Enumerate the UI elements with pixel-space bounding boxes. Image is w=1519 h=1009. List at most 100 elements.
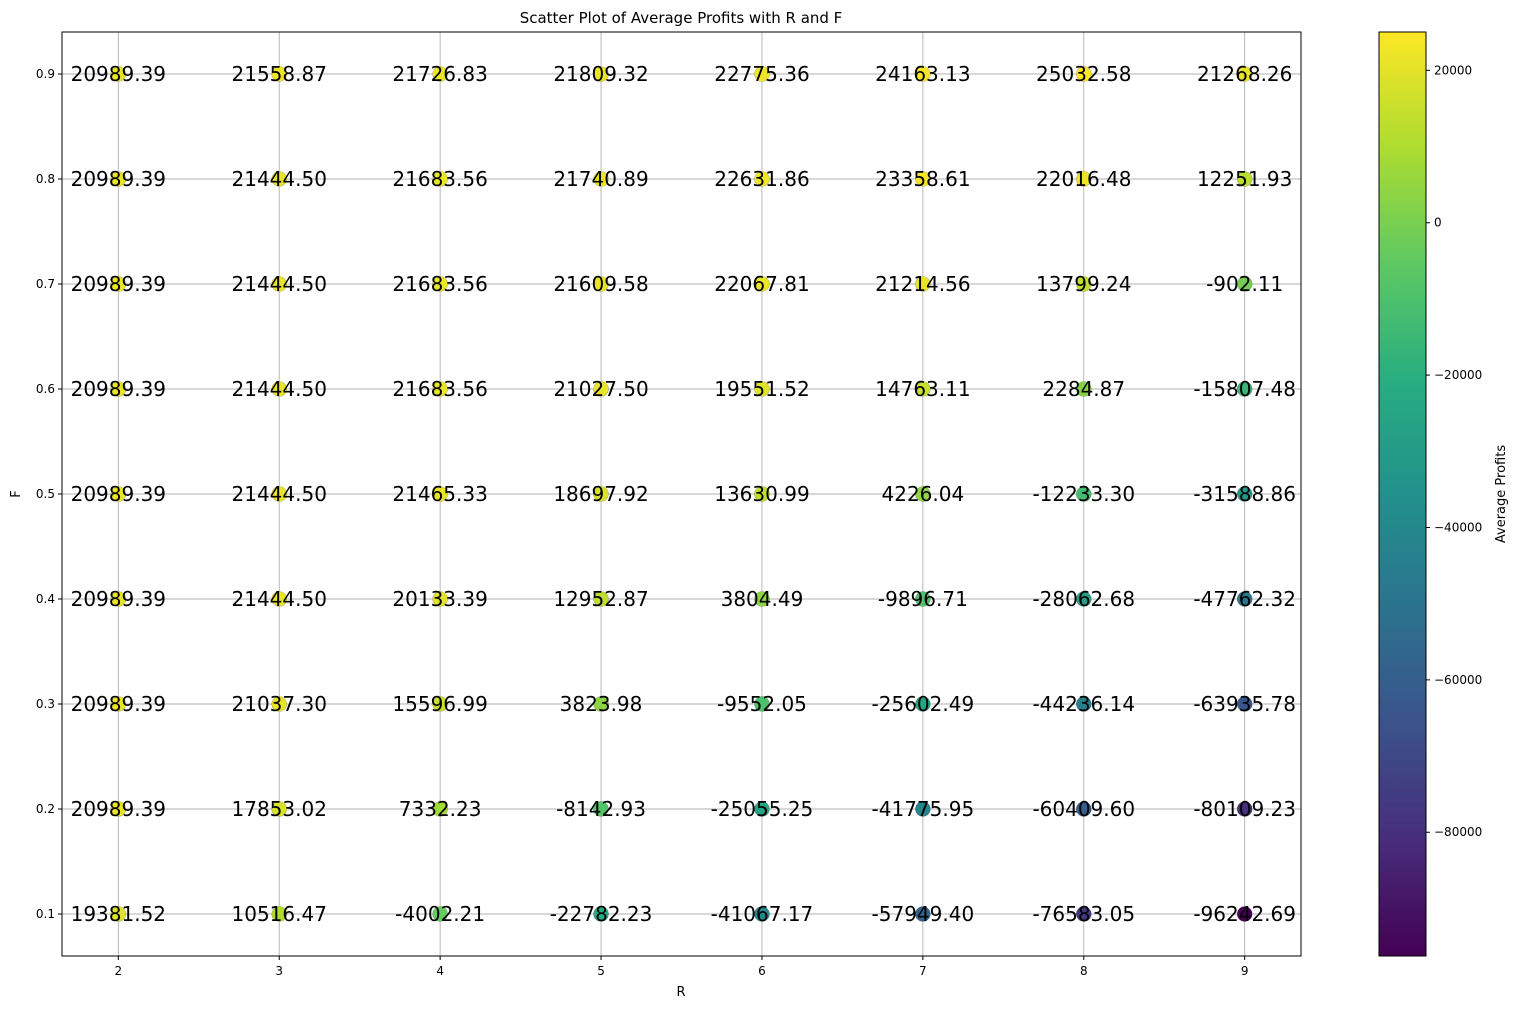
x-tick-label: 2 [114,964,122,978]
data-point [593,696,609,712]
colorbar-label: Average Profits [1494,445,1509,543]
point-label: -25602.49 [872,692,975,716]
data-point [593,171,609,187]
data-point [1236,906,1253,922]
data-point [271,591,288,607]
data-point [110,381,127,397]
colorbar-tick-label: 0 [1434,216,1442,230]
point-label: 21683.56 [392,167,487,191]
colorbar-tick-label: −20000 [1434,368,1482,382]
point-label: -60409.60 [1032,797,1135,821]
point-label: 21444.50 [232,482,327,506]
point-label: 25032.58 [1036,62,1131,86]
point-label: -9552.05 [717,692,807,716]
point-label: 21740.89 [553,167,648,191]
point-label: -31588.86 [1193,482,1296,506]
x-tick-label: 5 [597,964,605,978]
point-label: -4002.21 [395,902,485,926]
point-label: -8142.93 [556,797,646,821]
y-tick-label: 0.7 [36,277,55,291]
point-label: -44236.14 [1032,692,1135,716]
point-label: -9896.71 [878,587,968,611]
y-tick-label: 0.5 [36,487,55,501]
point-label: 21444.50 [232,272,327,296]
data-point [1236,276,1253,292]
point-label: 13630.99 [714,482,809,506]
data-point [271,906,288,922]
point-label: 22775.36 [714,62,809,86]
data-point [271,66,288,82]
point-label: 2284.87 [1042,377,1125,401]
colorbar-tick-label: −40000 [1434,520,1482,534]
data-point [915,591,931,607]
data-point [1075,276,1092,292]
point-label: -96242.69 [1193,902,1296,926]
data-point [754,66,770,82]
x-tick-label: 4 [436,964,444,978]
colorbar-tick-label: 20000 [1434,63,1472,77]
x-tick-label: 7 [919,964,927,978]
y-axis-label: F [9,490,24,497]
data-point [754,696,770,712]
point-label: -47762.32 [1193,587,1296,611]
data-point [432,276,448,292]
point-label: -12233.30 [1032,482,1135,506]
data-point [271,696,288,712]
data-point [1075,381,1092,397]
point-label: 14763.11 [875,377,970,401]
data-point [110,171,127,187]
colorbar-tick-label: −60000 [1434,673,1482,687]
data-points: 20989.39 21558.87 21726.83 21809.32 22775.36… [71,62,1296,926]
data-point [593,591,609,607]
colorbar-tick-label: −80000 [1434,825,1482,839]
point-label: 15596.99 [392,692,487,716]
data-point [432,171,448,187]
point-label: 21726.83 [392,62,487,86]
point-label: 20989.39 [71,377,166,401]
point-label: -76583.05 [1032,902,1135,926]
point-label: 23358.61 [875,167,970,191]
point-label: 12251.93 [1197,167,1292,191]
data-point [271,486,288,502]
point-label: 20989.39 [71,62,166,86]
point-label: 19381.52 [71,902,166,926]
point-label: 22067.81 [714,272,809,296]
data-point [754,276,770,292]
data-point [593,66,609,82]
point-label: -80109.23 [1193,797,1296,821]
data-point [1075,906,1092,922]
point-label: 7332.23 [399,797,482,821]
data-point [432,486,448,502]
data-point [432,66,448,82]
data-point [110,276,127,292]
point-label: 20989.39 [71,692,166,716]
data-point [1236,171,1253,187]
point-label: -41067.17 [711,902,814,926]
y-tick-label: 0.4 [36,592,55,606]
data-point [110,696,127,712]
point-label: 13799.24 [1036,272,1131,296]
data-point [1236,591,1253,607]
data-point [915,381,931,397]
data-point [271,381,288,397]
data-point [915,906,931,922]
data-point [1075,591,1092,607]
data-point [432,906,448,922]
point-label: 12952.87 [553,587,648,611]
point-label: 10516.47 [232,902,327,926]
data-point [271,276,288,292]
data-point [110,801,127,817]
data-point [432,696,448,712]
data-point [110,906,127,922]
point-label: 20989.39 [71,167,166,191]
y-tick-label: 0.8 [36,172,55,186]
point-label: 3804.49 [721,587,804,611]
y-tick-label: 0.6 [36,382,55,396]
data-point [593,906,609,922]
data-point [432,381,448,397]
data-point [915,696,931,712]
point-label: -57949.40 [872,902,975,926]
data-point [915,486,931,502]
data-point [1075,171,1092,187]
data-point [110,591,127,607]
